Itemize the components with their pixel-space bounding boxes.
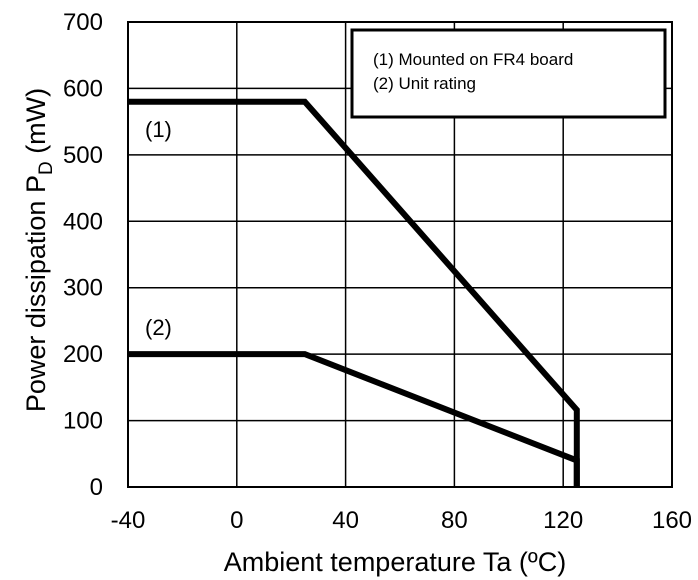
- series-layer: [128, 98, 580, 487]
- y-tick-label: 600: [63, 75, 103, 102]
- series-label-1: (1): [145, 117, 172, 142]
- x-axis-label: Ambient temperature Ta (ºC): [224, 547, 567, 577]
- y-tick-label: 300: [63, 275, 103, 302]
- series-line-1: [128, 98, 580, 487]
- y-axis-label-unit: (mW): [21, 88, 51, 161]
- y-axis-label: Power dissipation PD (mW): [21, 88, 57, 412]
- x-tick-label: 40: [332, 507, 359, 534]
- legend-box: [350, 28, 667, 119]
- legend-entry-1: (1) Mounted on FR4 board: [373, 50, 573, 69]
- y-tick-label: 100: [63, 408, 103, 435]
- x-tick-label: 80: [441, 507, 468, 534]
- y-axis-label-subscript: D: [36, 161, 57, 175]
- y-axis-label-main: Power dissipation P: [21, 175, 51, 412]
- y-tick-label: 500: [63, 142, 103, 169]
- series-line-2: [128, 351, 580, 487]
- x-tick-label: -40: [111, 507, 146, 534]
- plot-frame: [127, 21, 673, 488]
- x-tick-label: 120: [543, 507, 583, 534]
- series-label-2: (2): [145, 315, 172, 340]
- y-tick-label: 700: [63, 9, 103, 36]
- y-tick-label: 0: [90, 474, 103, 501]
- legend: (1) Mounted on FR4 board (2) Unit rating: [350, 28, 667, 119]
- legend-entry-2: (2) Unit rating: [373, 74, 476, 93]
- tick-labels: -40 0 40 80 120 160 0 100 200 300 400 500 600 700: [63, 9, 692, 534]
- x-tick-label: 160: [652, 507, 692, 534]
- y-tick-label: 400: [63, 208, 103, 235]
- y-tick-label: 200: [63, 341, 103, 368]
- x-tick-label: 0: [230, 507, 243, 534]
